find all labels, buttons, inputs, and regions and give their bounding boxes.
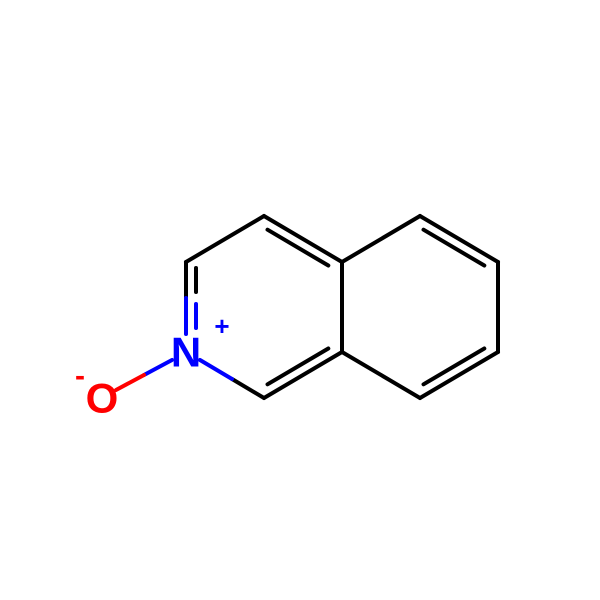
molecule-canvas: N O + - bbox=[0, 0, 600, 600]
oxygen-label: O bbox=[86, 375, 119, 422]
nitrogen-label: N bbox=[171, 329, 201, 376]
oxygen-charge: - bbox=[75, 360, 85, 393]
nitrogen-charge: + bbox=[214, 311, 229, 341]
